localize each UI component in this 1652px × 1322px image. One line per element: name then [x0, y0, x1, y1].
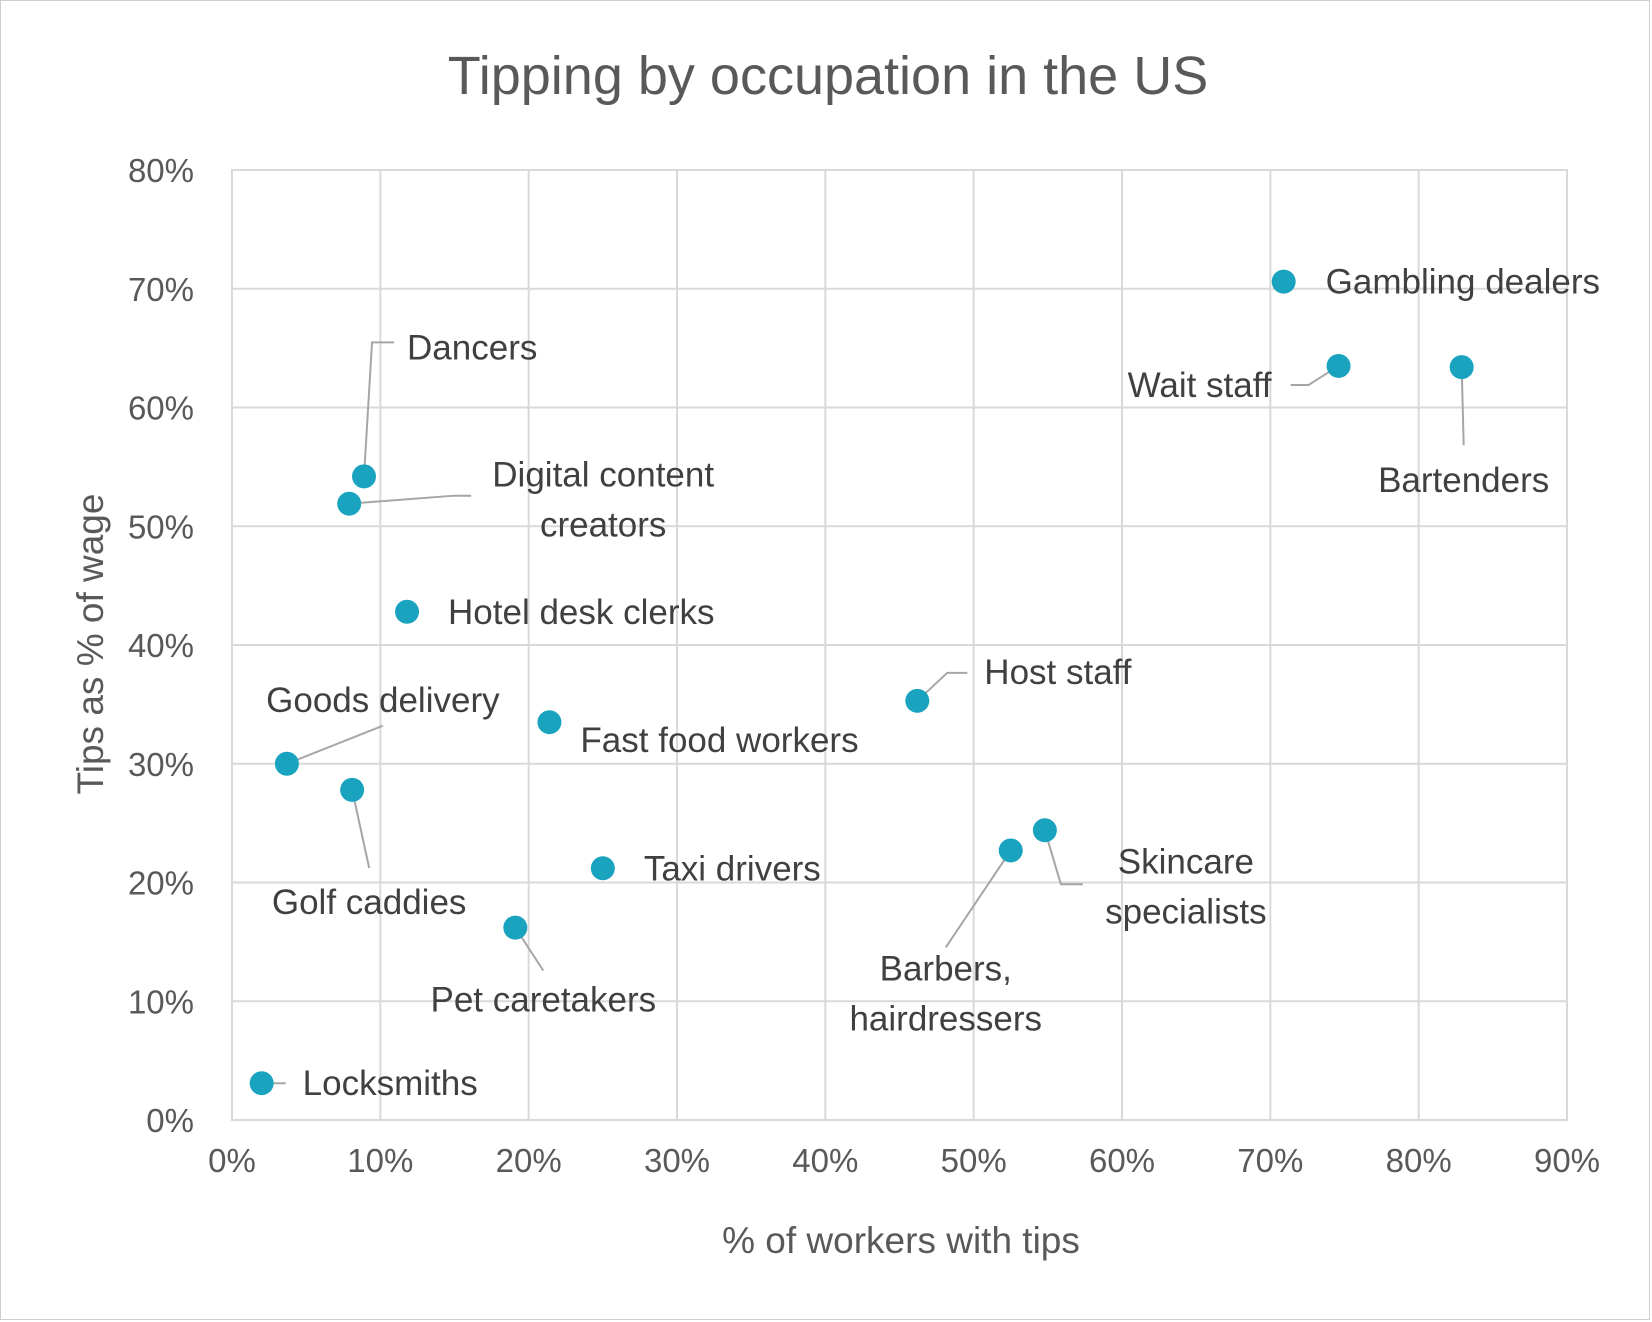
- y-tick-label: 60%: [128, 390, 194, 427]
- data-point: [249, 1071, 274, 1096]
- data-point: [340, 777, 365, 802]
- y-tick-label: 70%: [128, 271, 194, 308]
- leader-line: [351, 789, 371, 869]
- leader-line: [944, 849, 1012, 948]
- data-label: Golf caddies: [272, 883, 467, 922]
- data-label: Locksmiths: [303, 1064, 478, 1103]
- data-label: Barbers,: [880, 949, 1012, 988]
- x-tick-label: 70%: [1237, 1142, 1303, 1179]
- data-label: Dancers: [407, 328, 537, 367]
- data-point: [337, 491, 362, 516]
- data-labels: Dancers Digital content creators Hotel desk…: [266, 263, 1600, 1104]
- leader-line: [1460, 367, 1465, 446]
- y-tick-label: 40%: [128, 627, 194, 664]
- leader-line: [1043, 829, 1083, 886]
- x-tick-label: 40%: [792, 1142, 858, 1179]
- y-tick-label: 80%: [128, 152, 194, 189]
- data-label: Hotel desk clerks: [448, 593, 714, 632]
- x-tick-label: 80%: [1386, 1142, 1452, 1179]
- leader-line: [916, 671, 968, 702]
- x-tick-label: 90%: [1534, 1142, 1600, 1179]
- data-label: Pet caretakers: [430, 981, 656, 1020]
- leader-line: [286, 724, 384, 765]
- data-label: Host staff: [984, 653, 1131, 692]
- data-label: Goods delivery: [266, 681, 500, 720]
- y-tick-label: 30%: [128, 746, 194, 783]
- data-point: [537, 710, 562, 735]
- x-tick-label: 60%: [1089, 1142, 1155, 1179]
- y-tick-label: 10%: [128, 983, 194, 1020]
- data-label: Bartenders: [1378, 461, 1549, 500]
- leader-line: [363, 341, 395, 477]
- data-point: [1271, 269, 1296, 294]
- axis-ticks: 0% 10% 20% 30% 40% 50% 60% 70% 80% 90% 0% 10% 20% 30%…: [128, 152, 1600, 1179]
- data-label: Skincare: [1118, 842, 1254, 881]
- y-axis-title: Tips as % of wage: [70, 494, 111, 795]
- x-tick-label: 10%: [347, 1142, 413, 1179]
- x-tick-label: 50%: [941, 1142, 1007, 1179]
- data-point: [1449, 355, 1474, 380]
- data-point: [1326, 353, 1351, 378]
- data-point: [1032, 818, 1057, 843]
- x-tick-label: 30%: [644, 1142, 710, 1179]
- x-tick-label: 0%: [208, 1142, 256, 1179]
- data-label: Gambling dealers: [1326, 263, 1600, 302]
- data-point: [352, 464, 377, 489]
- data-point: [905, 688, 930, 713]
- data-label: hairdressers: [849, 999, 1042, 1038]
- data-label: Digital content: [492, 456, 714, 495]
- data-label: creators: [540, 506, 666, 545]
- y-tick-label: 0%: [146, 1102, 194, 1139]
- data-point: [998, 838, 1023, 863]
- chart-title: Tipping by occupation in the US: [448, 46, 1208, 106]
- data-point: [395, 599, 420, 624]
- data-point: [503, 915, 528, 940]
- data-point: [274, 751, 299, 776]
- x-tick-label: 20%: [496, 1142, 562, 1179]
- data-label: specialists: [1105, 892, 1266, 931]
- data-label: Taxi drivers: [644, 849, 821, 888]
- y-tick-label: 20%: [128, 865, 194, 902]
- plot-area-border: [231, 169, 1568, 1121]
- y-tick-label: 50%: [128, 508, 194, 545]
- data-label: Wait staff: [1128, 366, 1272, 405]
- data-point: [590, 856, 615, 881]
- x-axis-title: % of workers with tips: [722, 1220, 1080, 1261]
- leader-line: [349, 494, 472, 505]
- data-label: Fast food workers: [580, 721, 858, 760]
- data-points: [249, 269, 1474, 1096]
